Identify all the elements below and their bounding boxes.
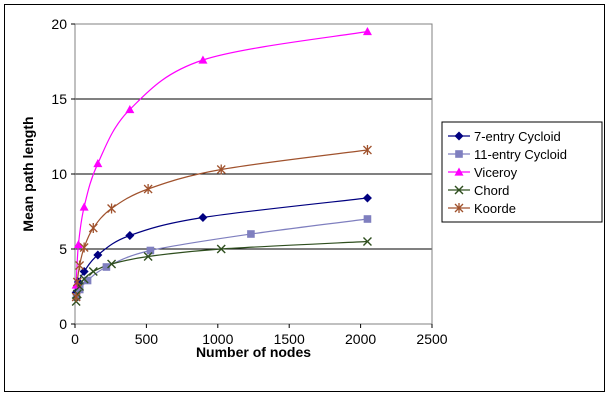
x-axis-ticks: 0 500 1000 1500 2000 2500 [71,324,448,347]
legend-entry: 11-entry Cycloid [448,147,567,162]
data-point [93,250,103,260]
x-tick-label: 0 [71,331,79,347]
data-point [362,145,372,155]
legend-label: 7-entry Cycloid [474,129,561,144]
data-point [362,27,372,36]
y-axis-ticks: 0 5 10 15 20 [51,16,75,332]
y-tick-label: 10 [51,166,67,182]
data-point [146,246,155,255]
y-axis-title: Mean path length [20,116,36,231]
data-point [73,240,83,249]
x-tick-label: 1000 [202,331,233,347]
series-markers-4 [71,145,372,302]
legend-marker [454,167,464,176]
data-point [143,184,153,194]
legend-marker [454,131,464,141]
data-point [71,292,81,302]
series-markers-1 [72,215,372,301]
y-tick-label: 0 [59,316,67,332]
series-line-1 [76,218,368,298]
data-point [107,203,117,214]
series-line-2 [75,30,368,286]
line-chart: 0 500 1000 1500 2000 2500 0 5 10 15 20 Number of … [20,16,603,360]
data-point [363,215,372,223]
y-tick-label: 5 [59,241,67,257]
x-tick-label: 2500 [416,331,447,347]
series-markers-2 [71,27,372,289]
y-tick-label: 15 [51,91,67,107]
data-point [125,231,135,240]
x-tick-label: 500 [135,331,159,347]
data-point [79,267,89,276]
gridlines [74,23,432,325]
data-point [93,159,103,168]
data-point [247,230,255,238]
series-markers-3 [71,237,372,306]
x-tick-label: 2000 [345,331,376,347]
data-point [79,242,89,253]
data-point [79,274,89,284]
y-tick-label: 20 [51,16,67,32]
legend-label: Chord [474,183,509,198]
x-axis-title: Number of nodes [196,344,311,360]
series-markers-0 [71,193,372,297]
legend-entry: Koorde [448,201,516,216]
data-point [216,164,226,175]
data-point [72,289,82,299]
legend-marker [454,185,464,195]
data-point [88,267,98,276]
data-point [198,55,208,64]
data-point [88,223,98,233]
legend-label: Viceroy [474,165,518,180]
data-point [72,277,82,287]
legend: 7-entry Cycloid 11-entry Cycloid Viceroy Ch… [441,121,603,223]
x-tick-label: 1500 [274,331,305,347]
legend-marker [454,203,464,213]
data-point [362,237,372,246]
chart-frame: 0 500 1000 1500 2000 2500 0 5 10 15 20 Number of … [4,4,605,392]
data-point [75,285,84,294]
data-point [102,263,111,271]
data-point [362,193,372,203]
legend-marker [455,150,463,158]
legend-entry: 7-entry Cycloid [448,129,561,144]
data-point [107,259,117,269]
legend-label: 11-entry Cycloid [474,147,567,162]
data-point [216,244,226,254]
data-point [143,252,153,261]
legend-entry: Viceroy [448,165,518,180]
series-line-0 [75,197,368,293]
data-point [75,260,85,271]
data-point [198,213,208,222]
legend-label: Koorde [474,201,516,216]
data-point [83,276,92,285]
data-point [71,280,81,289]
legend-entry: Chord [448,183,509,198]
data-point [79,202,89,211]
data-point [125,105,135,114]
series-markers [71,27,372,306]
